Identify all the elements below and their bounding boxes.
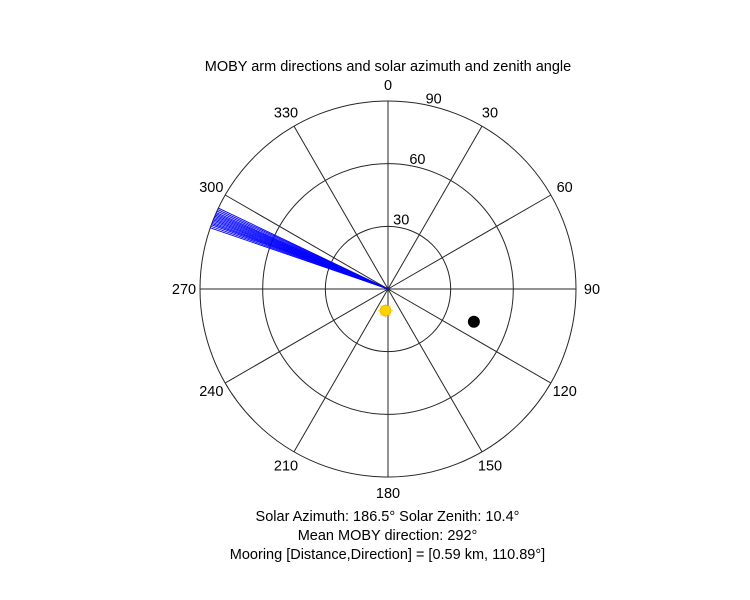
sun-ray: [380, 305, 384, 309]
angle-tick-label: 330: [274, 105, 298, 121]
data-layer: [210, 207, 480, 328]
spoke-150: [387, 288, 483, 453]
moby-arm-direction-line: [218, 207, 389, 290]
polar-grid: [199, 100, 577, 478]
angle-tick-label: 60: [557, 180, 573, 196]
angle-tick-label: 180: [376, 486, 400, 502]
radial-tick-label: 30: [393, 212, 409, 228]
angle-tick-label: 210: [274, 459, 298, 475]
radial-circle-30: [324, 225, 452, 353]
mean-moby-direction-text: Mean MOBY direction: 292°: [297, 528, 478, 544]
radial-tick-label: 60: [409, 152, 425, 168]
angle-tick-label: 270: [172, 282, 196, 298]
radial-circle-60: [262, 163, 514, 415]
spoke-210: [293, 288, 389, 453]
angle-tick-label: 240: [199, 384, 223, 400]
mooring-info-text: Mooring [Distance,Direction] = [0.59 km,…: [229, 547, 546, 563]
spoke-300: [224, 194, 389, 290]
sun-ray: [387, 305, 391, 309]
radial-circle-90: [199, 100, 577, 478]
angle-tick-label: 30: [482, 105, 498, 121]
angle-tick-label: 300: [199, 180, 223, 196]
tick-labels: 0 30 60 90 120 150 180 210 240 270 300 330 30 60 90: [172, 78, 600, 502]
angle-tick-label: 90: [584, 282, 600, 298]
spoke-240: [224, 288, 389, 384]
mooring-marker: [467, 315, 480, 328]
spoke-330: [293, 125, 389, 290]
angle-tick-label: 120: [553, 384, 577, 400]
spoke-60: [387, 194, 552, 290]
spoke-30: [387, 125, 483, 290]
solar-info-text: Solar Azimuth: 186.5° Solar Zenith: 10.4…: [255, 509, 520, 525]
angle-tick-label: 0: [384, 78, 392, 94]
sun-ray: [387, 312, 391, 316]
chart-title: MOBY arm directions and solar azimuth an…: [205, 59, 571, 75]
sun-ray: [380, 312, 384, 316]
spoke-120: [387, 288, 552, 384]
radial-tick-label: 90: [426, 91, 442, 107]
angle-tick-label: 150: [478, 459, 502, 475]
